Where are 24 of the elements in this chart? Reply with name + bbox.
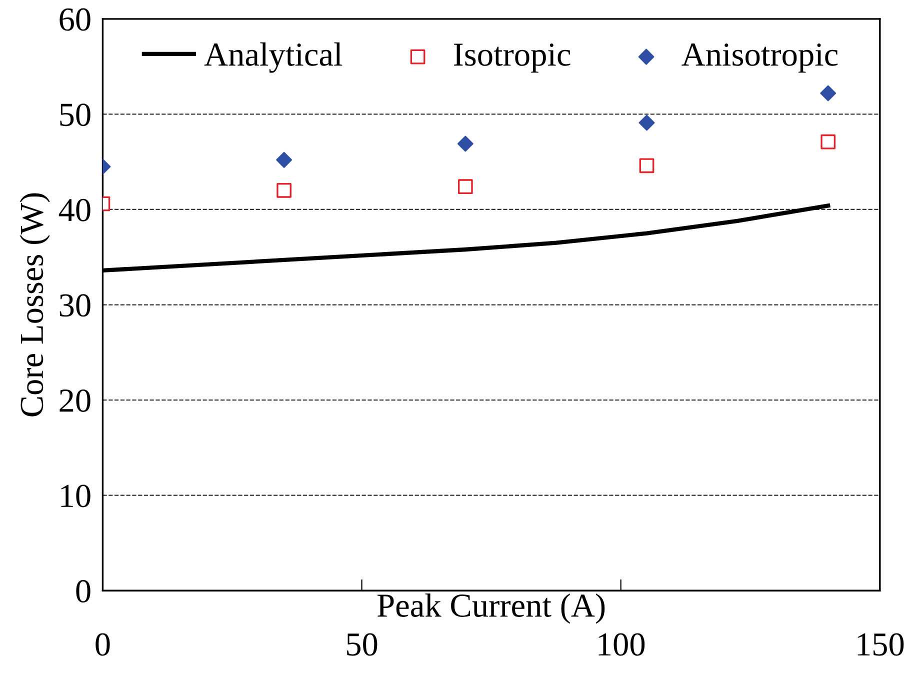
y-tick-label: 10 — [61, 484, 90, 508]
y-tick-label: 30 — [60, 294, 90, 317]
y-tick-label: 50 — [60, 104, 90, 126]
point — [457, 136, 474, 152]
point — [458, 179, 473, 194]
y-tick-label: 20 — [60, 389, 90, 412]
y-tick-label: 60 — [60, 8, 90, 31]
point — [820, 134, 836, 150]
point — [638, 114, 655, 131]
point — [820, 85, 836, 102]
legend-label: Anisotropic — [682, 43, 838, 73]
x-tick-label: 0 — [96, 633, 110, 656]
point — [276, 182, 292, 198]
x-axis-title: Peak Current (A) — [377, 593, 605, 624]
legend-label: Analytical — [204, 42, 342, 73]
y-tick-label: 0 — [76, 580, 90, 603]
legend-label: Isotropic — [454, 43, 570, 73]
x-tick-label: 150 — [858, 633, 904, 656]
x-tick-label: 100 — [598, 633, 645, 656]
y-axis-title: Core Losses (W) — [20, 193, 50, 416]
point — [639, 158, 654, 174]
point — [276, 152, 292, 168]
x-tick-label: 50 — [347, 633, 378, 656]
y-tick-label: 40 — [58, 198, 90, 222]
